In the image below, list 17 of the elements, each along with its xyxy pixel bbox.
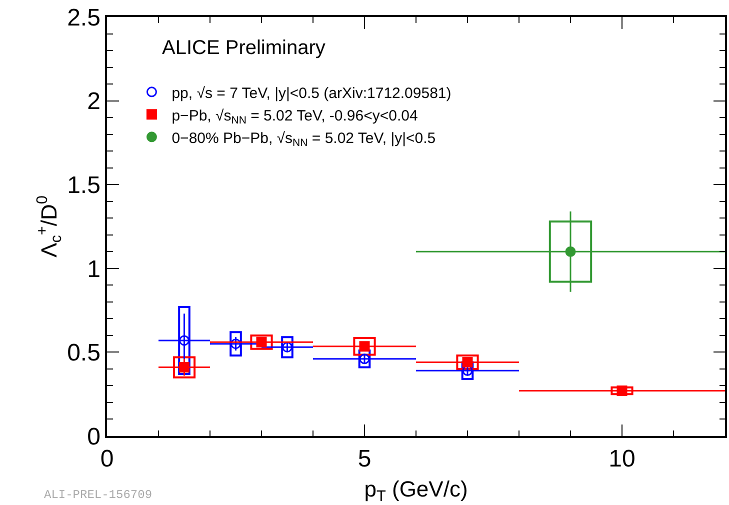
y-tick-label: 0.5 xyxy=(67,340,100,367)
y-tick-label: 1.5 xyxy=(67,172,100,199)
x-tick-label: 5 xyxy=(358,446,372,473)
y-tick-label: 1 xyxy=(87,256,100,283)
point xyxy=(179,335,190,346)
y-tick-label: 0 xyxy=(87,423,100,450)
legend-label: pp, √s = 7 TeV, |y|<0.5 (arXiv:1712.09581) xyxy=(172,84,452,102)
legend-label: 0−80% Pb−Pb, √s$_{NN}$ = 5.02 TeV, |y|<0.5 xyxy=(172,130,436,149)
x-axis-title: p$_{T}$ (GeV/c) xyxy=(364,476,468,505)
x-tick-label: 10 xyxy=(608,446,636,473)
y-tick-label: 2 xyxy=(87,88,100,116)
point xyxy=(616,386,628,396)
text: ALI-PREL-156709 xyxy=(44,488,152,502)
y-tick-label: 2.5 xyxy=(67,4,100,32)
annotation: ALICE Preliminary xyxy=(162,37,326,59)
legend-label: p−Pb, √s$_{NN}$ = 5.02 TeV, -0.96<y<0.04 xyxy=(172,107,418,126)
point xyxy=(565,246,576,257)
